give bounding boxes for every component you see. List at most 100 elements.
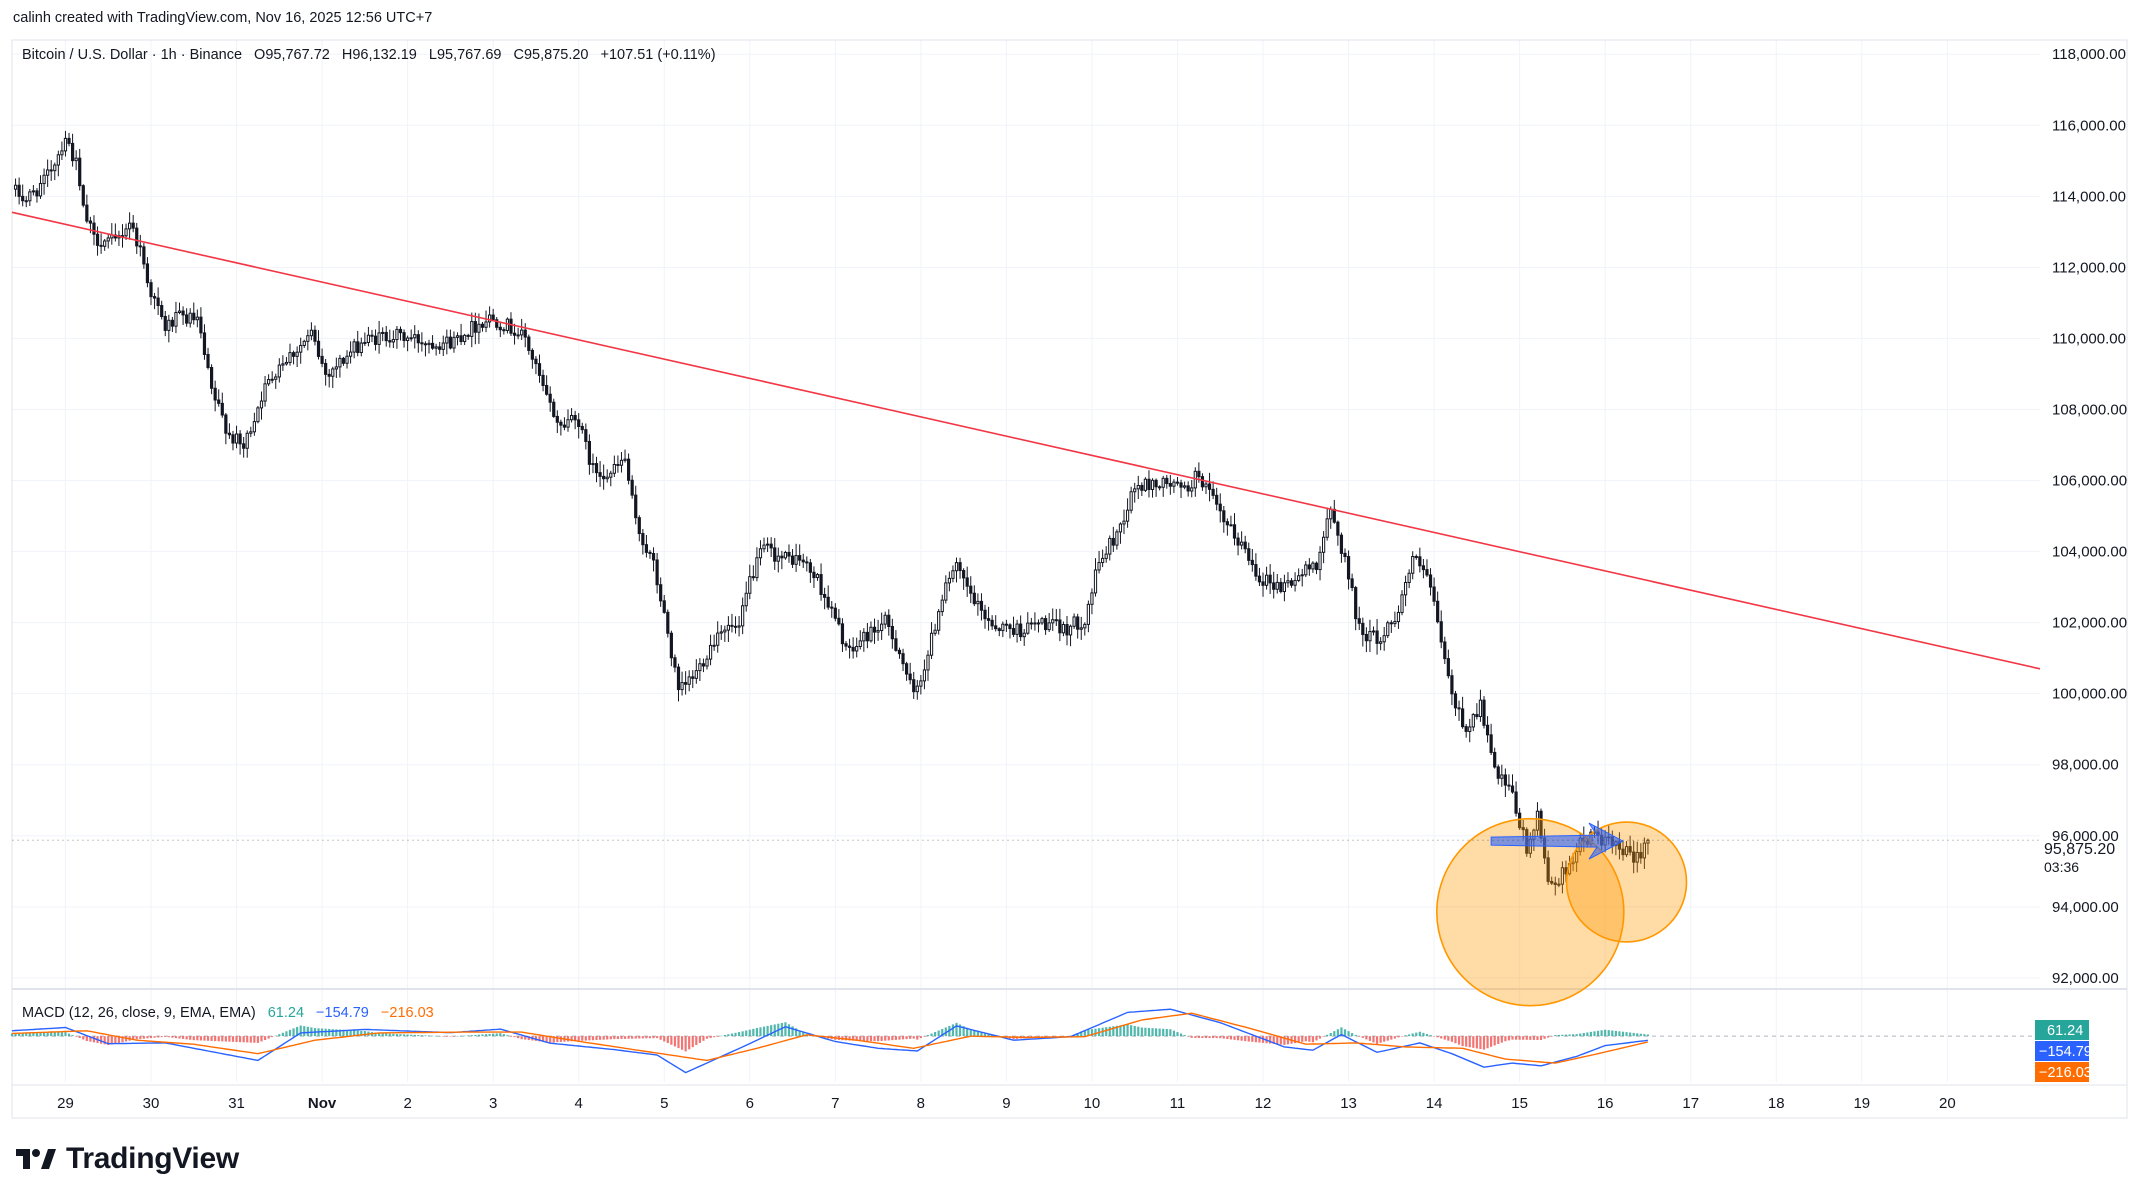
macd-histogram-bar bbox=[470, 1035, 473, 1037]
macd-histogram-bar bbox=[239, 1036, 242, 1043]
time-tick-label: Nov bbox=[308, 1095, 337, 1112]
legend: Bitcoin / U.S. Dollar · 1h · Binance O95… bbox=[22, 47, 716, 1021]
candle-body bbox=[295, 351, 299, 357]
candle-body bbox=[31, 190, 35, 193]
candle-body bbox=[676, 666, 681, 691]
macd-histogram-bar bbox=[445, 1036, 448, 1037]
drawing-annotations bbox=[11, 211, 2041, 1007]
macd-histogram-bar bbox=[1226, 1036, 1229, 1040]
macd-line-badge bbox=[2035, 1041, 2089, 1061]
candle-body bbox=[1019, 623, 1023, 638]
macd-histogram-bar bbox=[848, 1036, 851, 1041]
price-tick-label: 100,000.00 bbox=[2052, 686, 2127, 703]
candle-body bbox=[124, 228, 128, 237]
macd-histogram-bar bbox=[869, 1036, 873, 1042]
candle-body bbox=[491, 314, 495, 321]
macd-histogram-bar bbox=[78, 1036, 81, 1039]
macd-histogram-bar bbox=[1083, 1030, 1086, 1037]
macd-histogram-bar bbox=[509, 1036, 513, 1037]
macd-histogram-bar bbox=[1611, 1030, 1614, 1037]
candle-body bbox=[1468, 726, 1472, 732]
candle-body bbox=[641, 533, 645, 546]
candle-body bbox=[334, 366, 338, 370]
candle-body bbox=[609, 472, 613, 478]
macd-histogram-bar bbox=[780, 1023, 783, 1037]
candle-body bbox=[270, 378, 274, 381]
candle-body bbox=[1211, 488, 1215, 496]
macd-histogram-bar bbox=[199, 1036, 203, 1041]
candle-body bbox=[712, 644, 716, 647]
macd-histogram-bar bbox=[1497, 1036, 1500, 1045]
candle-body bbox=[602, 475, 606, 480]
svg-text:MACD (12, 26, close, 9, EMA, E: MACD (12, 26, close, 9, EMA, EMA) 61.24 … bbox=[22, 1005, 434, 1021]
macd-histogram-bar bbox=[1112, 1026, 1115, 1037]
macd-histogram-bar bbox=[1629, 1032, 1632, 1037]
macd-histogram-bar bbox=[135, 1036, 138, 1040]
candle-body bbox=[1111, 537, 1115, 546]
macd-histogram-bar bbox=[973, 1030, 976, 1037]
candle-body bbox=[787, 551, 791, 557]
candle-body bbox=[370, 334, 374, 337]
macd-histogram-bar bbox=[1119, 1025, 1122, 1037]
candle-body bbox=[648, 551, 652, 555]
candle-body bbox=[99, 244, 103, 247]
macd-histogram-bar bbox=[1276, 1036, 1279, 1045]
macd-histogram-bar bbox=[541, 1036, 545, 1042]
candle-body bbox=[922, 669, 927, 682]
candle-body bbox=[958, 562, 962, 572]
macd-histogram-bar bbox=[695, 1036, 698, 1046]
candle-body bbox=[1218, 503, 1222, 512]
macd-histogram-bar bbox=[67, 1033, 71, 1037]
candle-body bbox=[423, 343, 428, 346]
macd-histogram-bar bbox=[1240, 1036, 1243, 1041]
candle-body bbox=[352, 341, 356, 353]
candle-body bbox=[577, 419, 581, 427]
macd-histogram-bar bbox=[620, 1036, 623, 1039]
macd-histogram-bar bbox=[958, 1024, 962, 1037]
candle-body bbox=[744, 592, 748, 607]
macd-histogram-bar bbox=[1547, 1036, 1550, 1038]
candle-body bbox=[459, 335, 463, 343]
candle-body bbox=[815, 574, 820, 579]
candle-body bbox=[163, 315, 167, 331]
candle-body bbox=[181, 310, 185, 316]
candle-body bbox=[1635, 851, 1639, 863]
candle-body bbox=[1051, 619, 1055, 624]
candle-body bbox=[185, 314, 189, 324]
macd-histogram-bar bbox=[1204, 1036, 1208, 1039]
macd-histogram-bar bbox=[435, 1035, 438, 1037]
macd-histogram-bar bbox=[281, 1032, 284, 1037]
candle-body bbox=[1072, 616, 1076, 627]
candle-body bbox=[1026, 622, 1030, 634]
candle-body bbox=[1236, 537, 1240, 546]
candle-body bbox=[737, 625, 741, 628]
macd-histogram-bar bbox=[545, 1036, 548, 1043]
candle-body bbox=[1560, 867, 1565, 885]
macd-histogram-bar bbox=[1607, 1030, 1610, 1037]
macd-histogram-bar bbox=[1447, 1036, 1450, 1041]
tradingview-logo[interactable]: TradingView bbox=[14, 1142, 239, 1176]
macd-histogram-bar bbox=[716, 1036, 719, 1037]
candle-body bbox=[1043, 618, 1048, 631]
macd-histogram-bar bbox=[613, 1036, 616, 1040]
macd-histogram-bar bbox=[249, 1036, 252, 1043]
macd-histogram-bar bbox=[1554, 1035, 1557, 1037]
macd-histogram-bar bbox=[912, 1036, 915, 1039]
macd-histogram-bar bbox=[891, 1036, 894, 1041]
macd-histogram-bar bbox=[146, 1036, 149, 1039]
macd-histogram-bar bbox=[1105, 1027, 1108, 1037]
candle-body bbox=[224, 414, 228, 434]
candle-body bbox=[776, 555, 780, 562]
candle-body bbox=[1207, 483, 1212, 490]
candle-body bbox=[320, 355, 324, 364]
candle-body bbox=[313, 329, 317, 342]
macd-histogram-bar bbox=[884, 1036, 887, 1041]
candle-body bbox=[338, 357, 342, 368]
candle-body bbox=[823, 593, 827, 598]
candle-body bbox=[548, 393, 552, 403]
candle-body bbox=[1118, 523, 1123, 533]
macd-histogram-bar bbox=[60, 1032, 64, 1037]
candle-body bbox=[78, 157, 82, 187]
candle-body bbox=[95, 233, 100, 246]
